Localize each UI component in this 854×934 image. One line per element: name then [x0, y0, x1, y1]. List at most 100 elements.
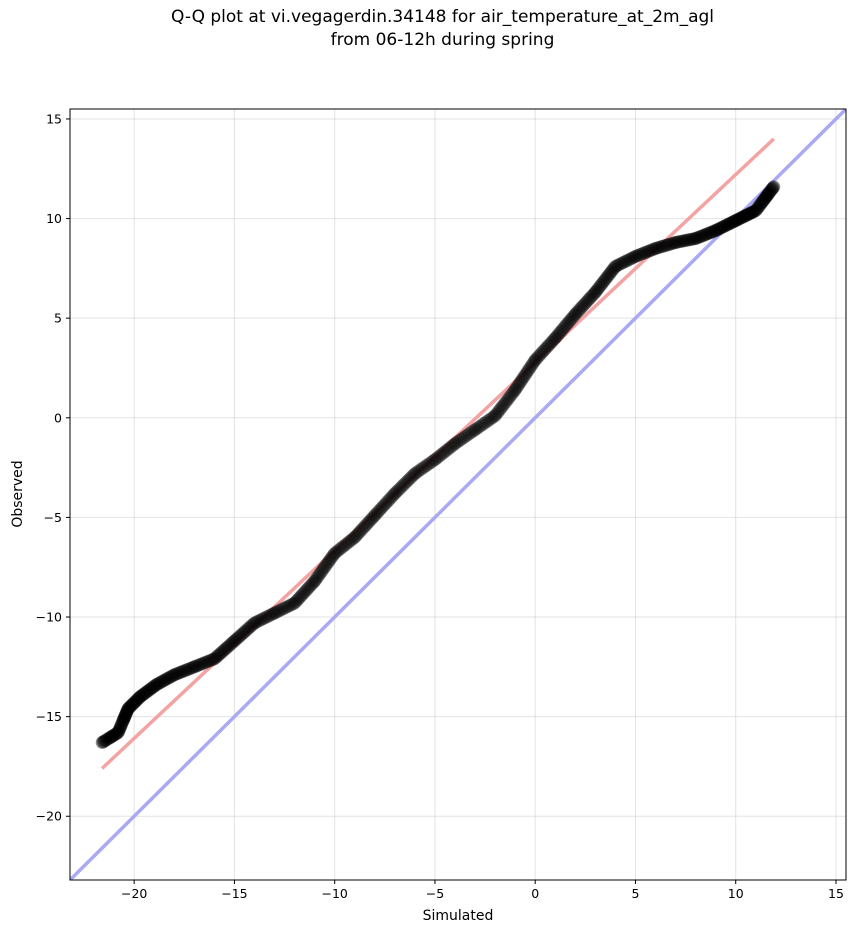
qq-point: [691, 230, 705, 244]
qq-point: [521, 363, 535, 377]
qq-point: [114, 718, 128, 732]
qq-point: [292, 591, 306, 605]
qq-point: [628, 249, 642, 263]
qq-point: [205, 653, 219, 667]
qq-point: [387, 487, 401, 501]
qq-point: [267, 606, 281, 620]
qq-point: [758, 191, 772, 205]
qq-point: [398, 476, 412, 490]
qq-point: [764, 183, 778, 197]
qq-point: [157, 674, 171, 688]
qq-point: [759, 190, 773, 204]
qq-point: [120, 705, 134, 719]
qq-point: [198, 655, 212, 669]
qq-point: [290, 593, 304, 607]
qq-point: [629, 249, 643, 263]
qq-point: [676, 234, 690, 248]
qq-point: [477, 416, 491, 430]
qq-point: [753, 198, 767, 212]
qq-point: [187, 660, 201, 674]
qq-point: [320, 557, 334, 571]
qq-point: [756, 194, 770, 208]
qq-point: [643, 244, 657, 258]
chart-title-block: Q-Q plot at vi.vegagerdin.34148 for air_…: [0, 6, 854, 52]
qq-point: [225, 636, 239, 650]
qq-point: [126, 697, 140, 711]
x-tick-label: 10: [728, 886, 744, 901]
qq-point: [131, 692, 145, 706]
qq-point: [650, 241, 664, 255]
qq-point: [718, 219, 732, 233]
qq-point: [117, 712, 131, 726]
qq-point: [226, 635, 240, 649]
qq-point: [113, 722, 127, 736]
qq-point: [306, 576, 320, 590]
qq-point: [648, 242, 662, 256]
x-tick-label: 0: [531, 886, 539, 901]
qq-point: [355, 523, 369, 537]
qq-point: [377, 498, 391, 512]
qq-point: [263, 608, 277, 622]
qq-point: [174, 665, 188, 679]
qq-point: [456, 431, 470, 445]
qq-point: [362, 515, 376, 529]
qq-point: [766, 180, 780, 194]
qq-point: [372, 504, 386, 518]
qq-point: [253, 613, 267, 627]
qq-point: [634, 247, 648, 261]
qq-point: [479, 415, 493, 429]
qq-point: [615, 256, 629, 270]
qq-point: [581, 294, 595, 308]
qq-point: [176, 665, 190, 679]
qq-point: [735, 211, 749, 225]
qq-point: [210, 649, 224, 663]
qq-point: [384, 491, 398, 505]
qq-point: [498, 395, 512, 409]
qq-point: [213, 647, 227, 661]
qq-point: [661, 238, 675, 252]
qq-point: [140, 685, 154, 699]
qq-point: [584, 290, 598, 304]
qq-point: [113, 720, 127, 734]
qq-point: [100, 733, 114, 747]
x-tick-label: 15: [828, 886, 844, 901]
plot-frame: [69, 108, 847, 881]
qq-point: [481, 414, 495, 428]
qq-point: [765, 183, 779, 197]
qq-point: [450, 435, 464, 449]
qq-point: [129, 694, 143, 708]
qq-point: [96, 735, 110, 749]
qq-point: [310, 570, 324, 584]
qq-point: [151, 677, 165, 691]
qq-point: [508, 383, 522, 397]
qq-point: [394, 480, 408, 494]
qq-point: [155, 674, 169, 688]
qq-point: [283, 598, 297, 612]
qq-point: [454, 432, 468, 446]
qq-point: [690, 231, 704, 245]
qq-point: [202, 654, 216, 668]
qq-point: [491, 405, 505, 419]
qq-point: [243, 620, 257, 634]
qq-point: [719, 218, 733, 232]
qq-point: [726, 215, 740, 229]
qq-point: [109, 727, 123, 741]
qq-point: [234, 628, 248, 642]
qq-point: [540, 341, 554, 355]
qq-point: [669, 235, 683, 249]
qq-point: [555, 323, 569, 337]
qq-point: [754, 196, 768, 210]
qq-point: [757, 193, 771, 207]
qq-point: [605, 264, 619, 278]
qq-point: [348, 530, 362, 544]
qq-point: [313, 566, 327, 580]
chart-subtitle: from 06-12h during spring: [330, 30, 555, 50]
qq-point: [732, 212, 746, 226]
qq-point: [100, 732, 114, 746]
qq-point: [516, 371, 530, 385]
grid-layer: [70, 109, 846, 880]
qq-point: [762, 186, 776, 200]
qq-point: [471, 421, 485, 435]
qq-point: [597, 274, 611, 288]
qq-point: [419, 459, 433, 473]
